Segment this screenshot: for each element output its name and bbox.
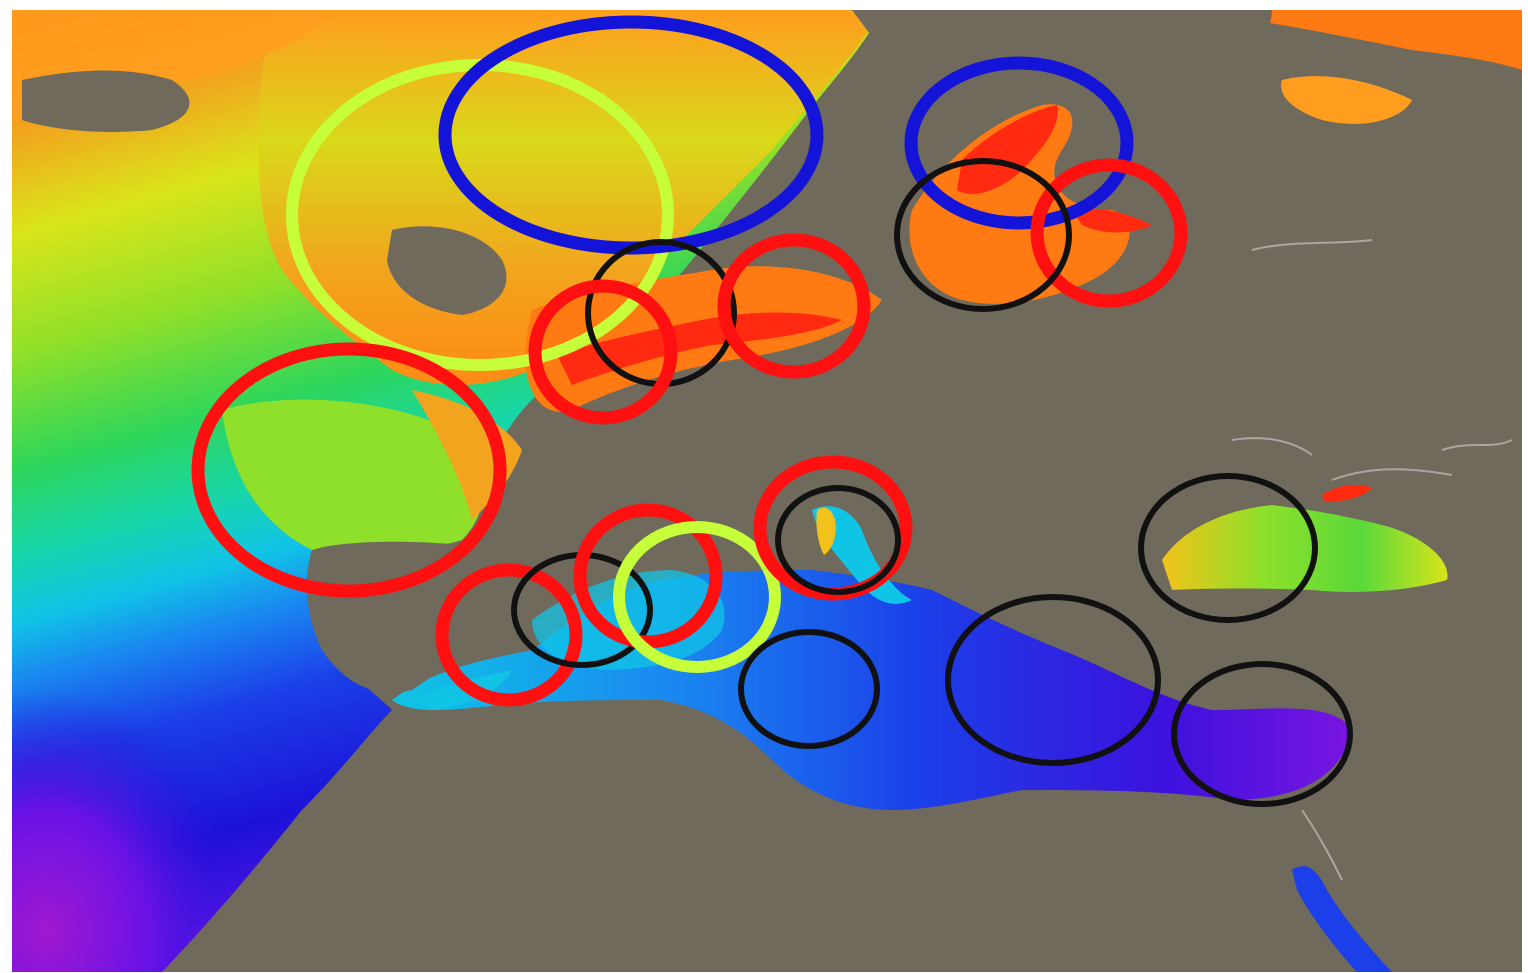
red-circle-balearic[interactable] [573, 503, 723, 649]
black-circle-aegean[interactable] [945, 594, 1161, 766]
black-circle-levant[interactable] [1171, 661, 1353, 807]
coastline-lines [1231, 239, 1513, 881]
gulf-of-bothnia [1281, 76, 1412, 124]
red-circle-baltic-east[interactable] [1030, 158, 1188, 308]
red-circle-alboran[interactable] [435, 563, 583, 707]
channel-red-band [557, 312, 842, 385]
red-circle-biscay[interactable] [191, 342, 507, 598]
black-circle-ligurian[interactable] [775, 485, 901, 595]
blue-circle-baltic[interactable] [904, 56, 1134, 230]
red-circle-channel-east[interactable] [717, 233, 871, 379]
northern-coast-warm [1252, 10, 1522, 70]
red-sea [1292, 866, 1392, 972]
black-sea [1162, 505, 1448, 592]
ireland-land [22, 70, 190, 132]
atlantic-deep-water [12, 570, 352, 972]
red-circle-channel-west[interactable] [528, 279, 678, 425]
black-circle-sicily[interactable] [738, 629, 880, 749]
baltic-red-patches [957, 105, 1152, 233]
marker-circles [191, 15, 1353, 807]
italy-warm-strip [816, 507, 836, 555]
bay-of-biscay [222, 399, 484, 553]
britain-land [387, 226, 507, 315]
black-sea-red-patch [1322, 484, 1372, 502]
satellite-map [12, 10, 1522, 972]
baltic-sea [909, 104, 1130, 304]
lime-circle-balearic[interactable] [613, 521, 781, 673]
black-circle-baltic[interactable] [894, 158, 1072, 312]
black-circle-black-sea[interactable] [1138, 473, 1318, 623]
